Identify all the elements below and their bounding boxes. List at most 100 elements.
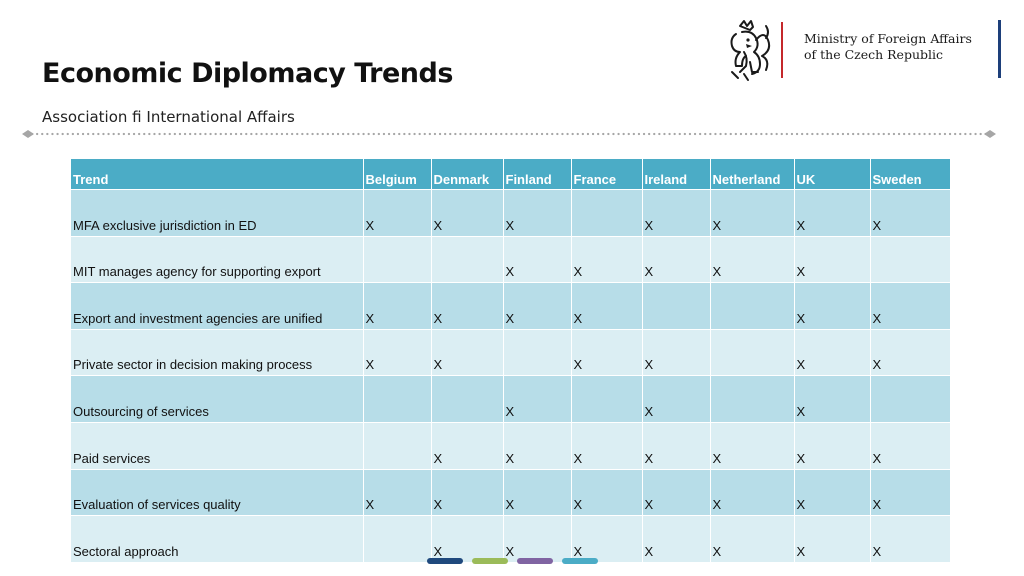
dotted-divider xyxy=(22,130,996,138)
table-row: Paid services X X X X X X X xyxy=(71,421,951,470)
country-mark-cell: X xyxy=(503,189,572,237)
country-mark-cell xyxy=(870,235,951,283)
trends-table: Trend Belgium Denmark Finland France Ireland N… xyxy=(71,159,951,562)
country-mark-cell xyxy=(363,421,432,470)
country-mark-cell xyxy=(571,189,643,237)
table-row: MFA exclusive jurisdiction in ED X X X X X X X xyxy=(71,189,951,237)
country-mark-cell: X xyxy=(710,235,795,283)
footer-color-bars xyxy=(427,558,598,564)
country-mark-cell: X xyxy=(503,235,572,283)
country-mark-cell: X xyxy=(870,189,951,237)
czech-lion-emblem-icon xyxy=(730,20,771,81)
column-header-sweden: Sweden xyxy=(870,159,951,190)
country-mark-cell: X xyxy=(794,235,871,283)
ministry-name-line2: of the Czech Republic xyxy=(804,47,944,62)
country-mark-cell: X xyxy=(642,468,711,516)
country-mark-cell: X xyxy=(870,282,951,330)
country-mark-cell xyxy=(363,515,432,562)
country-mark-cell: X xyxy=(431,468,504,516)
slide-subtitle: Association fi International Affairs xyxy=(42,108,295,126)
country-mark-cell: X xyxy=(363,189,432,237)
country-mark-cell: X xyxy=(710,468,795,516)
trend-label-cell: Evaluation of services quality xyxy=(71,468,364,516)
country-mark-cell: X xyxy=(710,515,795,562)
country-mark-cell xyxy=(431,235,504,283)
divider-left-diamond-icon xyxy=(22,130,34,138)
table-row: Sectoral approach X X X X X X X xyxy=(71,515,951,562)
country-mark-cell: X xyxy=(642,515,711,562)
column-header-trend: Trend xyxy=(71,159,364,190)
slide-title: Economic Diplomacy Trends xyxy=(42,58,453,89)
trend-label-cell: MFA exclusive jurisdiction in ED xyxy=(71,189,364,237)
country-mark-cell: X xyxy=(870,468,951,516)
country-mark-cell: X xyxy=(642,235,711,283)
country-mark-cell: X xyxy=(794,189,871,237)
ministry-name-line1: Ministry of Foreign Affairs xyxy=(804,31,972,46)
country-mark-cell xyxy=(503,328,572,376)
country-mark-cell: X xyxy=(363,282,432,330)
table-header-row: Trend Belgium Denmark Finland France Ireland N… xyxy=(71,159,951,190)
country-mark-cell: X xyxy=(431,328,504,376)
logo-blue-bar xyxy=(998,20,1001,78)
country-mark-cell: X xyxy=(571,468,643,516)
country-mark-cell xyxy=(571,375,643,423)
country-mark-cell: X xyxy=(431,515,504,562)
trend-label-cell: Export and investment agencies are unifi… xyxy=(71,282,364,330)
ministry-name: Ministry of Foreign Affairs of the Czech… xyxy=(804,31,972,63)
country-mark-cell xyxy=(431,375,504,423)
country-mark-cell: X xyxy=(503,468,572,516)
country-mark-cell: X xyxy=(710,189,795,237)
country-mark-cell: X xyxy=(503,421,572,470)
country-mark-cell: X xyxy=(571,328,643,376)
country-mark-cell xyxy=(710,328,795,376)
country-mark-cell: X xyxy=(870,421,951,470)
column-header-ireland: Ireland xyxy=(642,159,711,190)
column-header-uk: UK xyxy=(794,159,871,190)
country-mark-cell xyxy=(363,235,432,283)
table-body: MFA exclusive jurisdiction in ED X X X X X X X M… xyxy=(71,189,951,562)
country-mark-cell: X xyxy=(794,282,871,330)
country-mark-cell: X xyxy=(794,421,871,470)
country-mark-cell: X xyxy=(870,515,951,562)
table-row: Evaluation of services quality X X X X X X X X xyxy=(71,468,951,516)
column-header-finland: Finland xyxy=(503,159,572,190)
trend-label-cell: Outsourcing of services xyxy=(71,375,364,423)
country-mark-cell xyxy=(363,375,432,423)
country-mark-cell: X xyxy=(794,328,871,376)
country-mark-cell xyxy=(642,282,711,330)
table-row: Outsourcing of services X X X xyxy=(71,375,951,423)
trend-label-cell: Paid services xyxy=(71,421,364,470)
country-mark-cell: X xyxy=(571,421,643,470)
country-mark-cell: X xyxy=(571,235,643,283)
divider-right-diamond-icon xyxy=(984,130,996,138)
country-mark-cell: X xyxy=(503,515,572,562)
country-mark-cell xyxy=(870,375,951,423)
country-mark-cell xyxy=(710,375,795,423)
table-row: MIT manages agency for supporting export… xyxy=(71,235,951,283)
country-mark-cell: X xyxy=(363,328,432,376)
column-header-france: France xyxy=(571,159,643,190)
country-mark-cell: X xyxy=(710,421,795,470)
logo-red-bar xyxy=(781,22,783,78)
country-mark-cell: X xyxy=(571,515,643,562)
column-header-denmark: Denmark xyxy=(431,159,504,190)
table-row: Export and investment agencies are unifi… xyxy=(71,282,951,330)
column-header-belgium: Belgium xyxy=(363,159,432,190)
column-header-netherland: Netherland xyxy=(710,159,795,190)
country-mark-cell: X xyxy=(431,189,504,237)
country-mark-cell: X xyxy=(431,282,504,330)
country-mark-cell: X xyxy=(794,515,871,562)
trend-label-cell: Sectoral approach xyxy=(71,515,364,562)
country-mark-cell: X xyxy=(870,328,951,376)
table-row: Private sector in decision making proces… xyxy=(71,328,951,376)
country-mark-cell: X xyxy=(571,282,643,330)
country-mark-cell: X xyxy=(431,421,504,470)
country-mark-cell: X xyxy=(642,375,711,423)
country-mark-cell: X xyxy=(503,282,572,330)
trend-label-cell: MIT manages agency for supporting export xyxy=(71,235,364,283)
trend-label-cell: Private sector in decision making proces… xyxy=(71,328,364,376)
country-mark-cell: X xyxy=(503,375,572,423)
country-mark-cell xyxy=(710,282,795,330)
country-mark-cell: X xyxy=(642,328,711,376)
